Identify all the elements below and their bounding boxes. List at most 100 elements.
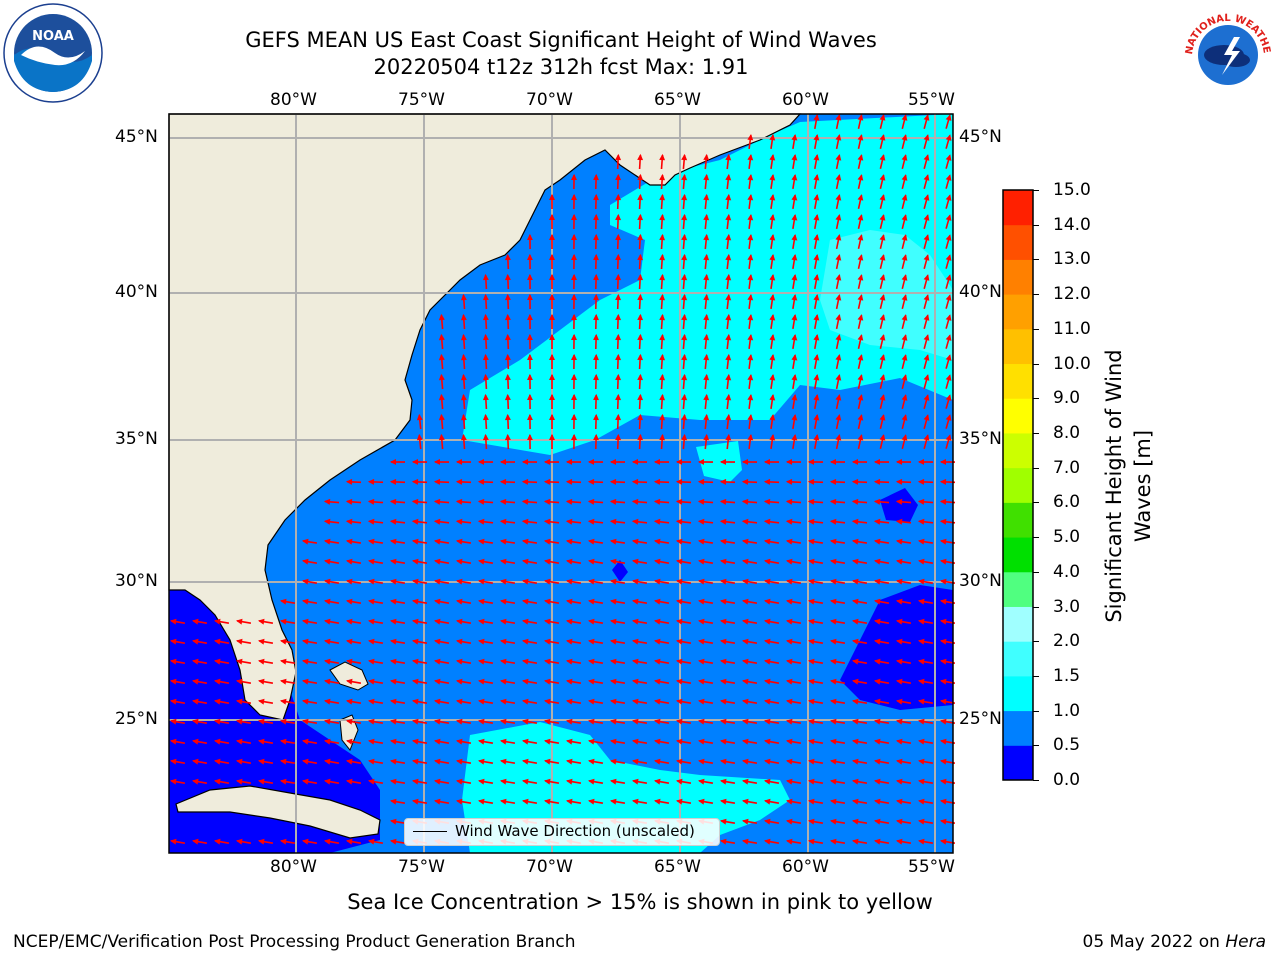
wave-direction-arrowhead xyxy=(301,578,309,585)
wave-direction-arrowhead xyxy=(857,294,864,301)
wave-direction-arrowhead xyxy=(615,193,622,201)
wave-direction-arrowhead xyxy=(879,294,886,301)
wave-direction-arrowhead xyxy=(548,393,556,400)
wave-direction-arrowhead xyxy=(719,618,727,625)
wave-direction-arrowhead xyxy=(703,273,710,281)
wave-direction-arrowhead xyxy=(807,778,815,785)
wave-direction-arrowhead xyxy=(570,433,577,440)
wave-direction-arrowhead xyxy=(675,538,683,545)
wave-direction-arrowhead xyxy=(433,478,441,485)
colorbar-tick-mark xyxy=(1033,780,1039,781)
wave-direction-arrowhead xyxy=(527,233,533,240)
wave-direction-arrowhead xyxy=(587,778,595,785)
wave-direction-arrowhead xyxy=(455,798,463,805)
wave-direction-arrowhead xyxy=(763,598,771,605)
wave-direction-arrowhead xyxy=(433,578,441,585)
wave-direction-arrowhead xyxy=(659,393,666,401)
wave-direction-arrowhead xyxy=(835,393,842,401)
wave-direction-arrowhead xyxy=(565,718,573,725)
wave-direction-arrowhead xyxy=(879,274,886,281)
wave-direction-arrowhead xyxy=(637,293,644,301)
wave-direction-arrowhead xyxy=(593,173,599,181)
wave-direction-arrowhead xyxy=(565,498,573,505)
wave-direction-arrowhead xyxy=(570,333,577,340)
wave-direction-arrowhead xyxy=(873,718,881,725)
wave-direction-arrowhead xyxy=(785,558,793,565)
wave-direction-arrowhead xyxy=(543,658,551,665)
colorbar-tick-label: 0.5 xyxy=(1053,735,1081,756)
wave-direction-arrowhead xyxy=(873,758,881,765)
wave-direction-arrowhead xyxy=(609,618,617,625)
wave-direction-arrowhead xyxy=(653,778,661,785)
wave-direction-arrowhead xyxy=(923,194,930,201)
wave-direction-arrowhead xyxy=(521,478,529,485)
wave-direction-arrowhead xyxy=(609,658,617,665)
wave-direction-arrowhead xyxy=(725,293,732,301)
wave-direction-arrowhead xyxy=(763,578,771,585)
wave-direction-arrowhead xyxy=(499,618,507,625)
wave-direction-arrowhead xyxy=(857,334,864,341)
wave-direction-arrowhead xyxy=(703,213,710,221)
wave-direction-arrowhead xyxy=(169,738,177,745)
colorbar-cell xyxy=(1003,675,1033,712)
wave-direction-arrowhead xyxy=(769,413,776,421)
wave-direction-arrowhead xyxy=(807,538,815,545)
wave-direction-arrowhead xyxy=(411,718,419,725)
wave-direction-arrowhead xyxy=(587,459,594,465)
colorbar-tick-label: 6.0 xyxy=(1053,492,1081,513)
wave-direction-arrowhead xyxy=(697,658,705,665)
wave-direction-arrowhead xyxy=(917,459,924,465)
wave-direction-arrowhead xyxy=(813,233,820,241)
wave-direction-arrowhead xyxy=(923,314,930,321)
wave-direction-arrowhead xyxy=(835,193,842,201)
wave-direction-arrowhead xyxy=(681,413,688,421)
wave-direction-arrowhead xyxy=(411,658,419,665)
wave-direction-arrowhead xyxy=(747,153,754,161)
wave-direction-arrowhead xyxy=(609,638,617,645)
wave-direction-arrowhead xyxy=(593,333,599,341)
wave-direction-arrowhead xyxy=(593,213,599,221)
wave-direction-arrowhead xyxy=(829,459,836,465)
wave-direction-arrowhead xyxy=(923,234,930,241)
wave-direction-arrowhead xyxy=(851,598,859,605)
wave-direction-arrowhead xyxy=(411,798,419,805)
wave-direction-arrowhead xyxy=(587,538,595,545)
wave-direction-arrowhead xyxy=(835,313,842,321)
wave-direction-arrowhead xyxy=(504,333,511,341)
wave-direction-arrowhead xyxy=(460,373,467,381)
wave-direction-arrowhead xyxy=(807,738,815,745)
wave-direction-arrowhead xyxy=(895,738,903,745)
wave-direction-arrowhead xyxy=(637,173,644,181)
colorbar-cell xyxy=(1003,328,1033,365)
wave-direction-arrowhead xyxy=(631,478,639,485)
wave-direction-arrowhead xyxy=(791,133,798,141)
wave-direction-arrowhead xyxy=(785,459,792,465)
wave-direction-arrowhead xyxy=(945,134,952,141)
wave-direction-arrowhead xyxy=(725,433,732,441)
wave-direction-arrowhead xyxy=(791,273,798,281)
wave-direction-arrowhead xyxy=(945,194,952,201)
wave-direction-arrowhead xyxy=(769,333,776,341)
lon-label-top: 75°W xyxy=(398,90,445,110)
wave-direction-arrowhead xyxy=(499,459,506,465)
wave-direction-arrowhead xyxy=(675,678,683,685)
wave-direction-arrowhead xyxy=(741,578,749,585)
wave-direction-arrowhead xyxy=(873,698,881,705)
wave-direction-arrowhead xyxy=(857,234,864,241)
wave-direction-arrowhead xyxy=(879,114,886,121)
wave-direction-arrowhead xyxy=(879,254,886,261)
wave-direction-arrowhead xyxy=(499,478,507,485)
wave-direction-arrowhead xyxy=(631,778,639,785)
wave-direction-arrowhead xyxy=(901,294,908,301)
wave-direction-arrowhead xyxy=(367,758,375,765)
wave-direction-arrowhead xyxy=(191,678,199,685)
wave-direction-arrowhead xyxy=(433,758,441,765)
wave-direction-arrowhead xyxy=(521,758,529,765)
wave-direction-arrowhead xyxy=(411,478,419,485)
wave-direction-arrowhead xyxy=(587,798,595,805)
wave-direction-arrowhead xyxy=(477,598,485,605)
wave-direction-arrowhead xyxy=(681,253,688,261)
wave-direction-arrowhead xyxy=(675,658,683,665)
wave-direction-arrowhead xyxy=(763,459,770,465)
wave-direction-arrowhead xyxy=(499,738,507,745)
